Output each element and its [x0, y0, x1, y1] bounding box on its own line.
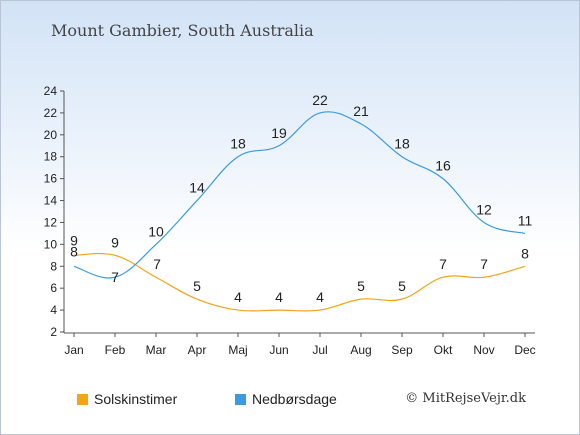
y-tick-label: 16: [44, 172, 58, 186]
y-tick-label: 8: [50, 259, 57, 273]
sunshine-data-label: 7: [480, 256, 488, 272]
x-tick-label: Aug: [350, 343, 371, 357]
rain-data-label: 7: [111, 269, 119, 285]
y-tick-label: 20: [44, 128, 58, 142]
rain-data-label: 8: [70, 243, 78, 259]
rain-swatch: [235, 393, 246, 405]
y-tick-label: 10: [44, 237, 58, 251]
y-tick-label: 24: [44, 84, 58, 98]
rain-data-label: 10: [148, 223, 164, 239]
sunshine-data-label: 4: [316, 289, 324, 305]
x-tick-label: Jun: [269, 343, 288, 357]
rain-data-label: 18: [230, 136, 246, 152]
rain-data-label: 11: [518, 212, 533, 228]
x-tick-label: Mar: [146, 343, 167, 357]
sunshine-data-label: 4: [234, 289, 242, 305]
x-tick-label: Nov: [473, 343, 494, 357]
chart-title: Mount Gambier, South Australia: [51, 21, 314, 40]
sunshine-data-label: 7: [153, 256, 161, 272]
x-tick-label: Feb: [105, 343, 126, 357]
sunshine-swatch: [77, 393, 88, 405]
rain-data-label: 12: [476, 201, 492, 217]
rain-data-label: 22: [312, 92, 328, 108]
sunshine-data-label: 5: [193, 278, 201, 294]
copyright-text: © MitRejseVejr.dk: [405, 391, 526, 406]
rain-data-label: 21: [353, 103, 369, 119]
y-tick-label: 18: [44, 150, 58, 164]
x-tick-label: Sep: [391, 343, 413, 357]
sunshine-data-label: 8: [521, 245, 529, 261]
sunshine-data-label: 5: [398, 278, 406, 294]
y-tick-label: 14: [44, 194, 58, 208]
sunshine-data-label: 4: [275, 289, 283, 305]
legend-label-sunshine: Solskinstimer: [94, 391, 178, 407]
legend-label-rain: Nedbørsdage: [252, 391, 337, 407]
sunshine-series-line: [73, 252, 526, 312]
rain-data-label: 19: [271, 125, 287, 141]
sunshine-data-label: 7: [439, 256, 447, 272]
x-tick-label: Jul: [312, 343, 327, 357]
rain-data-label: 18: [394, 136, 410, 152]
rain-series-line: [73, 111, 526, 279]
x-tick-label: Maj: [228, 343, 247, 357]
sunshine-data-label: 5: [357, 278, 365, 294]
sunshine-data-label: 9: [70, 232, 78, 248]
y-tick-label: 22: [44, 106, 58, 120]
x-tick-label: Jan: [64, 343, 83, 357]
rain-data-label: 14: [189, 180, 205, 196]
y-tick-label: 4: [50, 303, 57, 317]
y-tick-label: 12: [44, 215, 58, 229]
legend-item-rain: Nedbørsdage: [235, 391, 337, 407]
y-tick-label: 6: [50, 281, 57, 295]
x-tick-label: Apr: [188, 343, 207, 357]
y-tick-label: 2: [50, 325, 57, 339]
x-tick-label: Okt: [434, 343, 453, 357]
x-tick-label: Dec: [514, 343, 535, 357]
legend-item-sunshine: Solskinstimer: [77, 391, 177, 407]
rain-data-label: 16: [435, 158, 451, 174]
sunshine-data-label: 9: [111, 234, 119, 250]
